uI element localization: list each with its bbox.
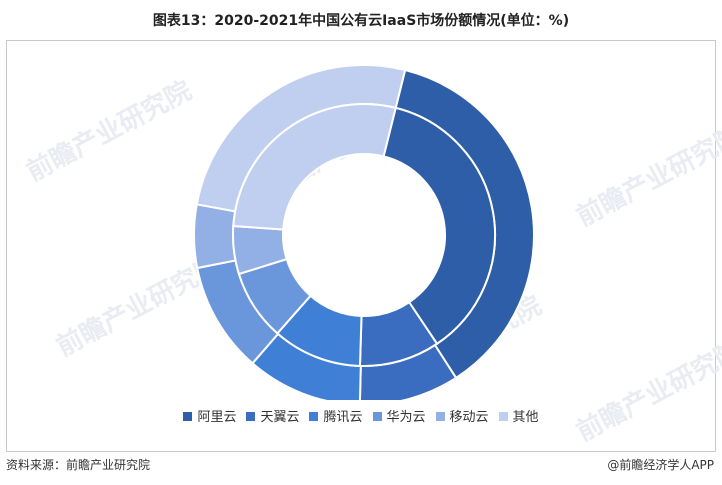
- legend-label: 华为云: [386, 410, 426, 425]
- legend-swatch: [309, 412, 319, 421]
- donut-slice-inner-6: [232, 103, 397, 231]
- donut-chart: [193, 64, 535, 400]
- legend-swatch: [372, 412, 382, 421]
- legend-item: 腾讯云: [309, 406, 363, 425]
- donut-slices: [193, 64, 535, 400]
- legend-label: 移动云: [449, 410, 489, 425]
- legend-label: 其他: [512, 410, 539, 425]
- donut-slice-outer-5: [193, 203, 237, 270]
- legend-label: 阿里云: [197, 410, 237, 425]
- legend-item: 阿里云: [183, 406, 236, 425]
- source-note: 资料来源：前瞻产业研究院: [6, 458, 151, 472]
- legend-item: 华为云: [372, 406, 426, 425]
- footer: 资料来源：前瞻产业研究院 @前瞻经济学人APP: [6, 456, 714, 473]
- legend-swatch: [183, 412, 193, 421]
- chart-legend: 阿里云 天翼云 腾讯云 华为云 移动云 其他: [0, 406, 722, 425]
- legend-swatch: [435, 412, 445, 421]
- legend-label: 天翼云: [260, 410, 300, 425]
- legend-swatch: [498, 412, 508, 421]
- chart-title: 图表13：2020-2021年中国公有云IaaS市场份额情况(单位：%): [152, 13, 570, 29]
- legend-label: 腾讯云: [323, 410, 363, 425]
- legend-item: 移动云: [435, 406, 489, 425]
- donut-slice-inner-1: [382, 106, 496, 346]
- brand-credit: @前瞻经济学人APP: [607, 458, 714, 472]
- legend-item: 天翼云: [246, 406, 299, 425]
- legend-swatch: [246, 412, 256, 421]
- legend-item: 其他: [498, 406, 539, 425]
